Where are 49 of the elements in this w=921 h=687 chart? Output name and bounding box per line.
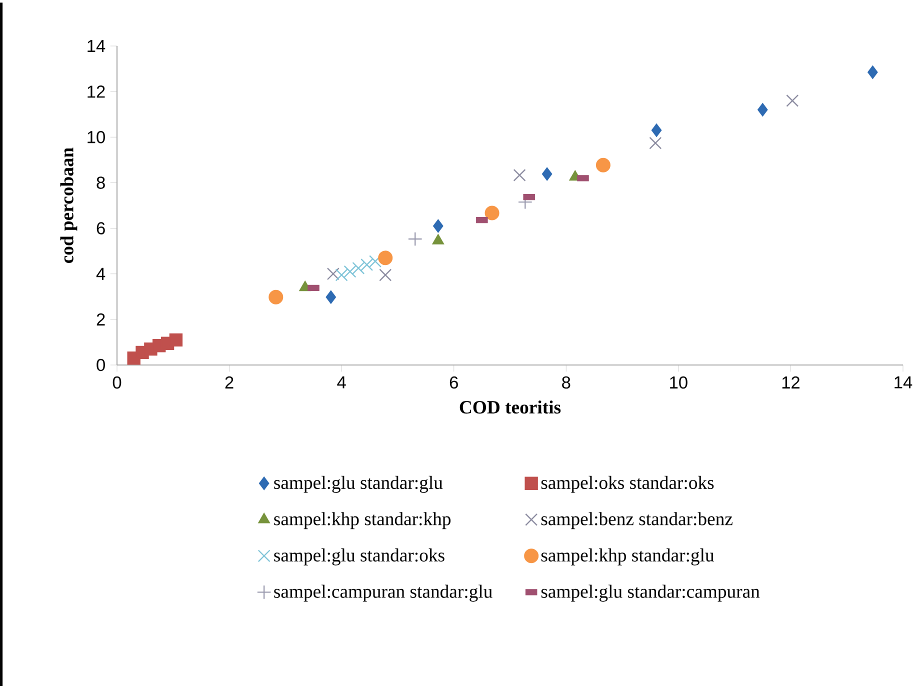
point	[433, 219, 444, 232]
x-tick-label: 10	[670, 376, 688, 388]
point	[786, 94, 799, 107]
x-tick-label: 14	[894, 376, 912, 388]
legend-label: sampel:glu standar:campuran	[541, 584, 760, 602]
y-tick-label: 2	[96, 313, 105, 326]
x-tick-label: 8	[562, 376, 570, 388]
point	[542, 167, 552, 180]
x-tick-label: 6	[450, 376, 458, 388]
point	[868, 65, 878, 79]
point	[335, 268, 348, 282]
x-tick-label: 4	[337, 376, 346, 388]
x-tick-label: 0	[112, 376, 122, 388]
point	[344, 265, 356, 278]
point	[360, 258, 374, 271]
legend-label: sampel:benz standar:benz	[541, 512, 732, 529]
y-tick-label: 8	[96, 176, 105, 189]
point	[432, 234, 444, 244]
point	[326, 267, 340, 280]
point	[408, 232, 422, 246]
point	[352, 262, 365, 274]
point	[268, 290, 284, 304]
point	[651, 124, 662, 137]
y-tick-label: 10	[88, 130, 105, 144]
y-tick-label: 14	[88, 40, 106, 52]
point	[649, 136, 662, 150]
point	[326, 290, 336, 304]
y-tick-label: 12	[88, 85, 105, 98]
y-axis-title: cod percobaan	[60, 147, 78, 263]
legend-label: sampel:khp standar:glu	[541, 548, 714, 566]
legend-label: sampel:campuran standar:glu	[274, 584, 492, 602]
point	[169, 333, 183, 346]
legend-label: sampel:oks standar:oks	[541, 476, 714, 493]
y-tick-label: 4	[96, 268, 106, 280]
x-tick-label: 2	[225, 376, 234, 388]
legend-label: sampel:glu standar:oks	[274, 548, 444, 566]
y-tick-label: 6	[96, 222, 105, 234]
x-axis-title: COD teoritis	[460, 400, 561, 414]
point	[378, 250, 393, 266]
point	[513, 168, 526, 182]
x-tick-label: 12	[782, 376, 800, 388]
legend-label: sampel:khp standar:khp	[274, 512, 451, 529]
point	[484, 206, 500, 220]
point	[369, 254, 382, 268]
y-tick-label: 0	[96, 358, 105, 371]
point	[758, 103, 768, 116]
point	[596, 158, 610, 172]
point	[379, 268, 392, 282]
legend-label: sampel:glu standar:glu	[274, 476, 443, 493]
